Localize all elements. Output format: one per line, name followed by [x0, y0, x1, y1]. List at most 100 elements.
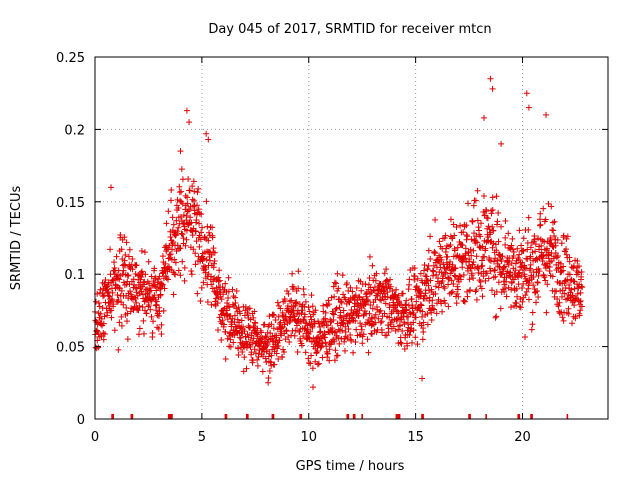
data-point: [98, 315, 105, 322]
data-point: [437, 254, 444, 261]
data-point: [341, 347, 348, 354]
data-point: [575, 284, 582, 291]
data-point: [403, 297, 410, 304]
data-point: [441, 285, 448, 292]
data-point: [251, 346, 258, 353]
data-point: [565, 305, 572, 312]
data-point: [430, 268, 437, 275]
data-point: [333, 280, 340, 287]
data-point: [159, 281, 166, 288]
data-point: [493, 193, 500, 200]
data-point: [481, 114, 488, 121]
x-tick-labels: 0 5 10 15 20: [91, 430, 531, 445]
data-point: [335, 334, 342, 341]
data-point: [495, 263, 502, 270]
data-point: [360, 331, 367, 338]
data-point: [189, 232, 196, 239]
data-point: [300, 316, 307, 323]
data-point: [512, 299, 519, 306]
data-point: [402, 307, 409, 314]
data-point: [366, 253, 373, 260]
data-point: [500, 264, 507, 271]
data-point: [252, 350, 259, 357]
data-point: [254, 325, 261, 332]
data-point: [294, 349, 301, 356]
data-point: [396, 322, 403, 329]
data-point: [262, 355, 269, 362]
data-point: [522, 292, 529, 299]
data-point: [329, 325, 336, 332]
data-point: [283, 327, 290, 334]
data-point: [240, 323, 247, 330]
data-point: [167, 251, 174, 258]
data-point: [454, 244, 461, 251]
data-point: [166, 242, 173, 249]
data-point: [543, 260, 550, 267]
data-point: [244, 331, 251, 338]
data-point: [189, 183, 196, 190]
data-point: [129, 266, 136, 273]
data-point: [465, 200, 472, 207]
data-point: [440, 270, 447, 277]
data-point: [120, 301, 127, 308]
data-point: [305, 304, 312, 311]
data-point: [445, 281, 452, 288]
data-point: [330, 311, 337, 318]
data-point: [492, 314, 499, 321]
data-point: [432, 250, 439, 257]
data-point: [187, 214, 194, 221]
data-point: [325, 297, 332, 304]
data-point: [351, 303, 358, 310]
data-point: [503, 293, 510, 300]
data-point: [190, 246, 197, 253]
data-point: [107, 246, 114, 253]
data-point: [185, 176, 192, 183]
data-point: [489, 223, 496, 230]
data-point: [122, 251, 129, 258]
data-point: [118, 313, 125, 320]
data-point: [429, 267, 436, 274]
data-point: [331, 329, 338, 336]
data-point: [123, 239, 130, 246]
data-point: [484, 215, 491, 222]
data-point: [144, 278, 151, 285]
data-point: [182, 242, 189, 249]
data-point: [457, 273, 464, 280]
data-point: [322, 315, 329, 322]
data-point: [420, 328, 427, 335]
data-point: [116, 319, 123, 326]
data-point: [533, 255, 540, 262]
data-point: [490, 227, 497, 234]
data-point: [549, 273, 556, 280]
data-point: [122, 262, 129, 269]
data-point: [265, 353, 272, 360]
data-point: [291, 332, 298, 339]
data-point: [133, 299, 140, 306]
data-point: [301, 325, 308, 332]
data-point: [176, 183, 183, 190]
data-point: [292, 327, 299, 334]
data-point: [124, 336, 131, 343]
data-point: [531, 236, 538, 243]
data-point: [352, 318, 359, 325]
data-point: [419, 313, 426, 320]
data-point: [118, 322, 125, 329]
data-point: [457, 276, 464, 283]
data-point: [367, 302, 374, 309]
data-point: [267, 330, 274, 337]
data-point: [417, 301, 424, 308]
data-point: [204, 223, 211, 230]
data-point: [474, 217, 481, 224]
data-point: [364, 336, 371, 343]
data-point: [194, 290, 201, 297]
data-point: [461, 298, 468, 305]
data-point: [472, 197, 479, 204]
data-point: [478, 257, 485, 264]
data-point: [174, 228, 181, 235]
data-point: [467, 286, 474, 293]
data-point: [489, 194, 496, 201]
data-point: [142, 286, 149, 293]
data-point: [417, 293, 424, 300]
data-point: [400, 310, 407, 317]
data-point: [271, 361, 278, 368]
